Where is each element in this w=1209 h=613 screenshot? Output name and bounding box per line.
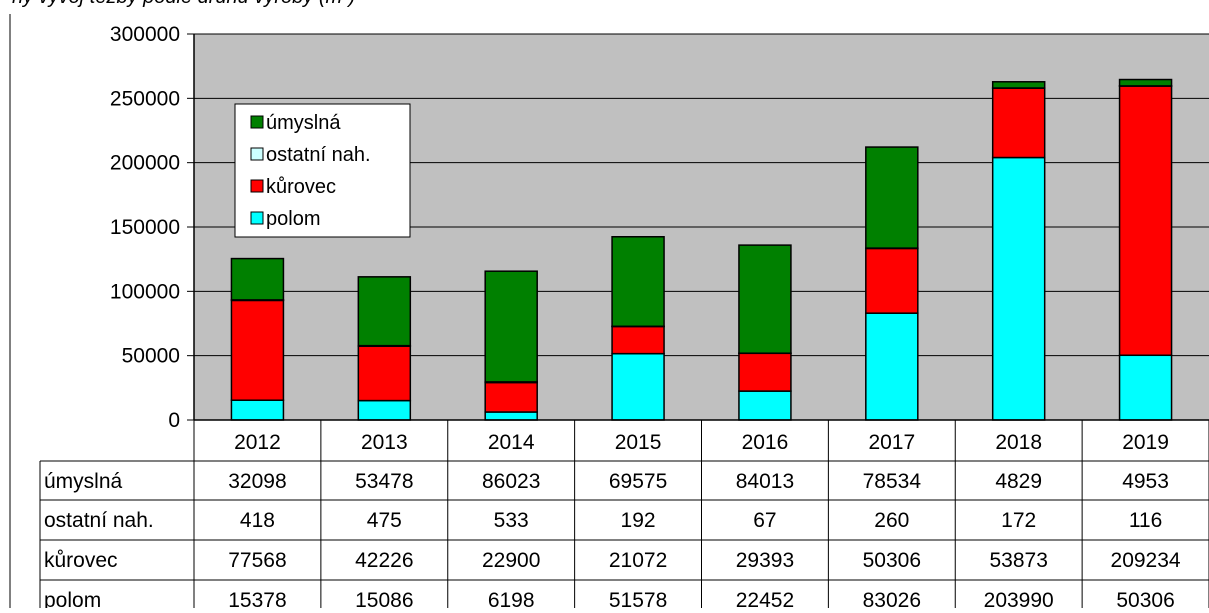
table-row-label: polom xyxy=(44,589,101,608)
table-cell: 32098 xyxy=(228,470,286,493)
table-row-label: ostatní nah. xyxy=(44,509,154,532)
x-tick-label: 2014 xyxy=(488,431,535,454)
table-cell: 4953 xyxy=(1122,470,1169,493)
x-tick-label: 2017 xyxy=(868,431,915,454)
table-cell: 78534 xyxy=(863,470,922,493)
legend-swatch xyxy=(251,180,263,192)
bar-segment xyxy=(231,300,283,400)
y-tick-label: 0 xyxy=(168,409,180,432)
table-cell: 192 xyxy=(621,509,656,532)
y-tick-label: 50000 xyxy=(122,345,180,368)
x-tick-label: 2013 xyxy=(361,431,408,454)
x-tick-label: 2016 xyxy=(742,431,789,454)
legend-swatch xyxy=(251,212,263,224)
table-cell: 475 xyxy=(367,509,402,532)
table-cell: 15086 xyxy=(355,589,413,608)
legend-swatch xyxy=(251,148,263,160)
table-cell: 6198 xyxy=(488,589,535,608)
table-cell: 84013 xyxy=(736,470,794,493)
bar-segment xyxy=(993,82,1045,88)
table-cell: 50306 xyxy=(863,549,921,572)
y-tick-label: 300000 xyxy=(110,23,180,46)
table-cell: 22900 xyxy=(482,549,540,572)
bar-segment xyxy=(739,245,791,353)
table-cell: 86023 xyxy=(482,470,540,493)
bar-segment xyxy=(1120,86,1172,355)
table-cell: 77568 xyxy=(228,549,286,572)
bar-segment xyxy=(739,353,791,391)
table-cell: 116 xyxy=(1129,509,1162,532)
y-tick-label: 250000 xyxy=(110,87,180,110)
table-cell: 203990 xyxy=(984,589,1054,608)
table-cell: 53478 xyxy=(355,470,413,493)
bar-segment xyxy=(612,237,664,327)
bar-segment xyxy=(231,259,283,300)
table-cell: 260 xyxy=(874,509,909,532)
x-tick-label: 2018 xyxy=(995,431,1042,454)
table-cell: 15378 xyxy=(228,589,286,608)
bar-segment xyxy=(866,313,918,420)
x-tick-label: 2012 xyxy=(234,431,281,454)
table-cell: 21072 xyxy=(609,549,667,572)
legend-label: úmyslná xyxy=(266,112,341,134)
bar-segment xyxy=(866,248,918,313)
y-tick-label: 150000 xyxy=(110,216,180,239)
table-cell: 53873 xyxy=(989,549,1047,572)
table-cell: 83026 xyxy=(863,589,921,608)
table-cell: 50306 xyxy=(1116,589,1174,608)
legend-label: polom xyxy=(266,208,320,230)
bar-segment xyxy=(485,383,537,412)
bar-segment xyxy=(1120,80,1172,86)
x-tick-label: 2015 xyxy=(615,431,662,454)
table-cell: 51578 xyxy=(609,589,667,608)
chart-caption: ný vývoj těžby podle druhu výroby (m³) xyxy=(12,0,355,8)
table-cell: 172 xyxy=(1001,509,1036,532)
bar-segment xyxy=(485,412,537,420)
table-row-label: úmyslná xyxy=(44,470,123,493)
legend-label: ostatní nah. xyxy=(266,144,371,166)
table-cell: 69575 xyxy=(609,470,667,493)
bar-segment xyxy=(231,400,283,420)
bar-segment xyxy=(1120,355,1172,420)
bar-segment xyxy=(866,147,918,248)
legend-label: kůrovec xyxy=(266,176,336,198)
table-cell: 29393 xyxy=(736,549,794,572)
y-tick-label: 100000 xyxy=(110,280,180,303)
table-row-label: kůrovec xyxy=(44,549,118,572)
table-cell: 418 xyxy=(240,509,275,532)
bar-segment xyxy=(612,354,664,420)
table-cell: 533 xyxy=(494,509,529,532)
bar-segment xyxy=(358,401,410,420)
legend-swatch xyxy=(251,116,263,128)
table-cell: 67 xyxy=(753,509,776,532)
bar-segment xyxy=(993,158,1045,420)
table-cell: 22452 xyxy=(736,589,794,608)
bar-segment xyxy=(993,88,1045,157)
y-tick-label: 200000 xyxy=(110,152,180,175)
bar-segment xyxy=(739,391,791,420)
table-cell: 4829 xyxy=(995,470,1042,493)
bar-segment xyxy=(358,346,410,400)
bar-segment xyxy=(358,277,410,346)
bar-segment xyxy=(612,327,664,354)
table-cell: 209234 xyxy=(1111,549,1181,572)
x-tick-label: 2019 xyxy=(1122,431,1169,454)
table-cell: 42226 xyxy=(355,549,413,572)
bar-segment xyxy=(485,271,537,382)
